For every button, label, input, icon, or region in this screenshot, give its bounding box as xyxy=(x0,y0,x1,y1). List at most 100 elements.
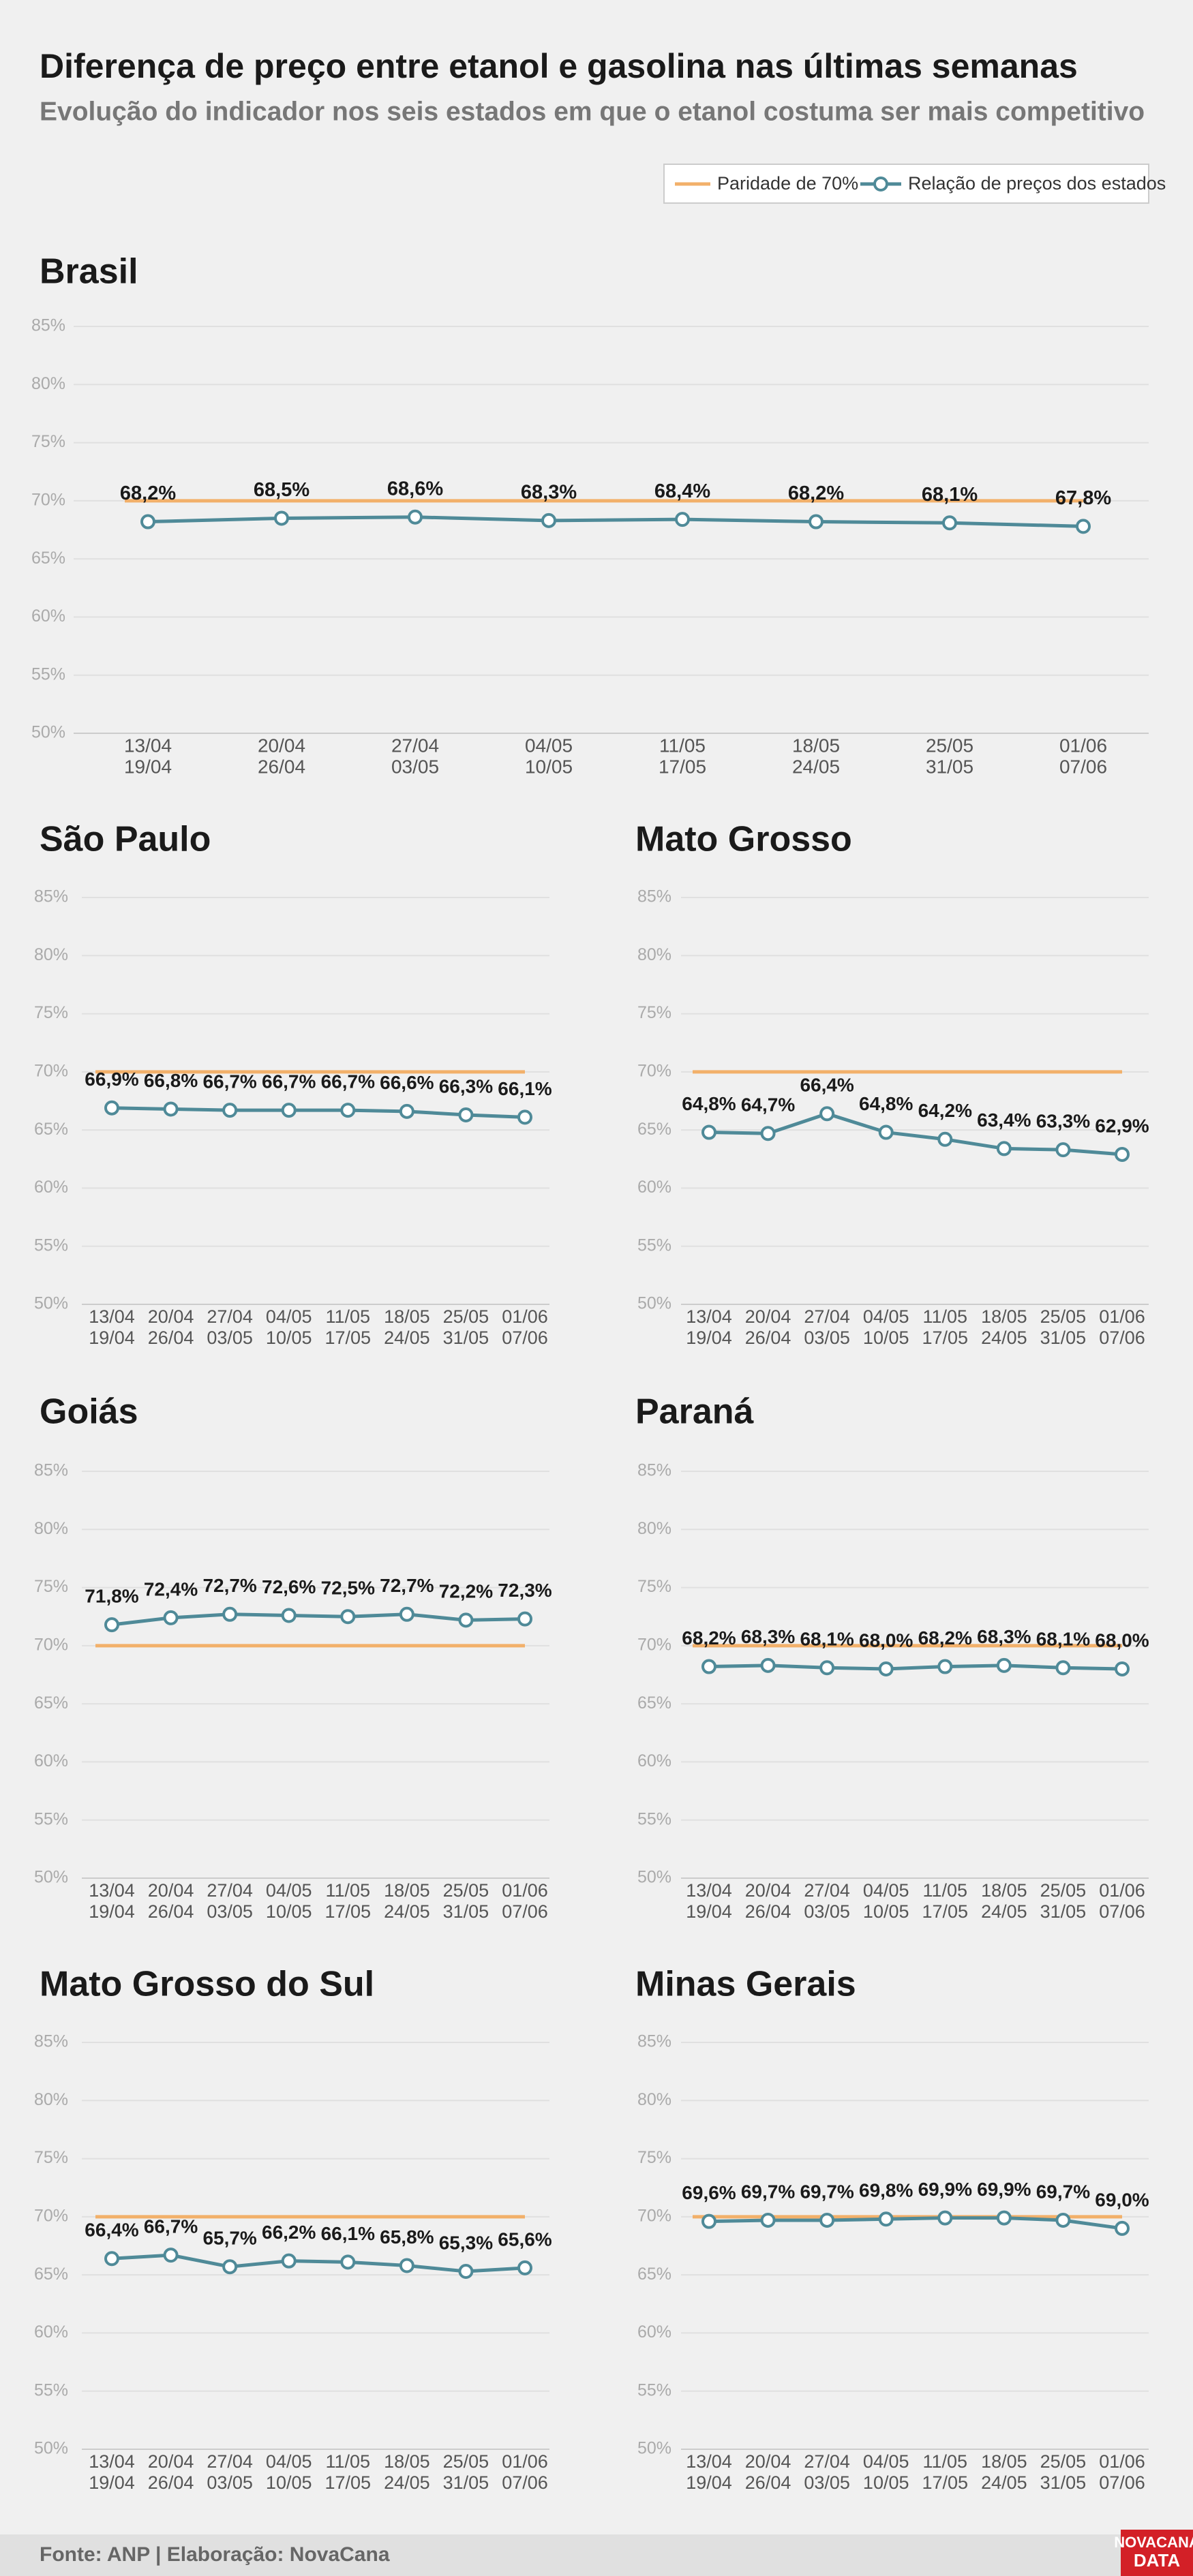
x-tick-label: 03/05 xyxy=(804,2472,850,2493)
x-tick-label: 07/06 xyxy=(1099,2472,1145,2493)
x-tick-label: 27/04 xyxy=(207,1880,253,1901)
point xyxy=(937,2210,953,2226)
y-tick-label: 60% xyxy=(34,2322,68,2342)
point xyxy=(140,514,155,530)
x-tick-label: 04/05 xyxy=(863,1306,909,1327)
x-tick-label: 20/04 xyxy=(148,1306,194,1327)
y-tick-label: 85% xyxy=(34,2032,68,2051)
data-label: 68,0% xyxy=(1095,1629,1149,1651)
point xyxy=(281,1608,297,1623)
x-tick-label: 13/04 xyxy=(89,1880,135,1901)
point xyxy=(760,1657,776,1673)
x-tick-label: 10/05 xyxy=(525,756,573,777)
x-tick-label: 31/05 xyxy=(443,1328,489,1348)
logo-text: DATA xyxy=(1134,2550,1181,2571)
data-label: 65,6% xyxy=(498,2228,552,2250)
x-tick-label: 17/05 xyxy=(324,2472,371,2493)
data-label: 66,7% xyxy=(262,1071,316,1092)
data-label: 69,9% xyxy=(918,2179,972,2200)
x-tick-label: 31/05 xyxy=(443,1901,489,1922)
point xyxy=(760,2212,776,2228)
x-tick-label: 20/04 xyxy=(745,1306,791,1327)
x-tick-label: 27/04 xyxy=(391,735,439,756)
y-tick-label: 55% xyxy=(34,1236,68,1255)
x-tick-label: 07/06 xyxy=(502,1901,548,1922)
x-tick-label: 27/04 xyxy=(804,1880,850,1901)
x-tick-label: 27/04 xyxy=(804,1306,850,1327)
y-tick-label: 55% xyxy=(34,2380,68,2399)
point xyxy=(942,515,957,531)
data-label: 69,7% xyxy=(1036,2181,1090,2202)
point xyxy=(1115,1661,1130,1676)
data-label: 72,7% xyxy=(380,1575,434,1596)
point xyxy=(1115,2220,1130,2236)
point xyxy=(340,1609,356,1625)
data-label: 66,6% xyxy=(380,1072,434,1093)
y-tick-label: 50% xyxy=(31,723,65,742)
data-label: 68,3% xyxy=(521,482,577,504)
y-tick-label: 50% xyxy=(637,1294,671,1313)
data-label: 68,2% xyxy=(918,1627,972,1649)
y-tick-label: 80% xyxy=(31,374,65,393)
data-label: 68,1% xyxy=(922,484,978,506)
y-tick-label: 50% xyxy=(34,2439,68,2458)
x-tick-label: 31/05 xyxy=(1040,2472,1087,2493)
x-tick-label: 03/05 xyxy=(391,756,439,777)
point xyxy=(274,510,289,526)
x-tick-label: 11/05 xyxy=(659,735,706,756)
x-tick-label: 13/04 xyxy=(89,2451,135,2472)
page-subtitle: Evolução do indicador nos seis estados e… xyxy=(40,97,1145,126)
point xyxy=(340,2254,356,2270)
x-tick-label: 19/04 xyxy=(686,2472,732,2493)
point xyxy=(878,1661,894,1676)
point xyxy=(399,1606,414,1622)
x-tick-label: 20/04 xyxy=(258,735,305,756)
data-label: 63,3% xyxy=(1036,1111,1090,1132)
x-tick-label: 03/05 xyxy=(207,1328,253,1348)
data-label: 65,3% xyxy=(439,2232,493,2253)
x-tick-label: 27/04 xyxy=(207,1306,253,1327)
x-tick-label: 07/06 xyxy=(1099,1901,1145,1922)
data-label: 68,0% xyxy=(859,1629,913,1651)
point xyxy=(1115,1146,1130,1162)
data-label: 72,7% xyxy=(202,1575,256,1596)
data-label: 66,7% xyxy=(144,2216,198,2237)
data-label: 66,1% xyxy=(321,2223,375,2244)
x-tick-label: 03/05 xyxy=(207,2472,253,2493)
x-tick-label: 17/05 xyxy=(922,1328,968,1348)
legend-swatch-marker xyxy=(873,177,888,191)
x-tick-label: 17/05 xyxy=(922,1901,968,1922)
point xyxy=(996,1141,1012,1156)
point xyxy=(104,1617,119,1633)
page-title: Diferença de preço entre etanol e gasoli… xyxy=(40,47,1078,85)
x-tick-label: 17/05 xyxy=(324,1328,371,1348)
x-tick-label: 20/04 xyxy=(148,1880,194,1901)
data-label: 68,3% xyxy=(741,1626,795,1647)
point xyxy=(281,2253,297,2269)
x-tick-label: 20/04 xyxy=(745,2451,791,2472)
point xyxy=(104,2251,119,2267)
point xyxy=(399,2258,414,2273)
data-label: 66,3% xyxy=(439,1075,493,1097)
x-tick-label: 13/04 xyxy=(89,1306,135,1327)
point xyxy=(937,1659,953,1674)
point xyxy=(408,509,423,525)
point xyxy=(541,512,556,528)
x-tick-label: 04/05 xyxy=(266,1880,312,1901)
point xyxy=(937,1131,953,1147)
x-tick-label: 04/05 xyxy=(863,1880,909,1901)
point xyxy=(222,1606,238,1622)
y-tick-label: 80% xyxy=(34,2090,68,2109)
x-tick-label: 19/04 xyxy=(89,2472,135,2493)
y-tick-label: 75% xyxy=(34,2148,68,2167)
point xyxy=(281,1103,297,1118)
data-label: 66,8% xyxy=(144,1070,198,1091)
x-tick-label: 10/05 xyxy=(266,1901,312,1922)
data-label: 64,8% xyxy=(859,1093,913,1114)
x-tick-label: 24/05 xyxy=(792,756,840,777)
x-tick-label: 07/06 xyxy=(502,1328,548,1348)
x-tick-label: 11/05 xyxy=(923,1880,968,1901)
x-tick-label: 26/04 xyxy=(148,1901,194,1922)
ratio-line xyxy=(708,1663,1123,1671)
logo-box xyxy=(1121,2530,1193,2576)
